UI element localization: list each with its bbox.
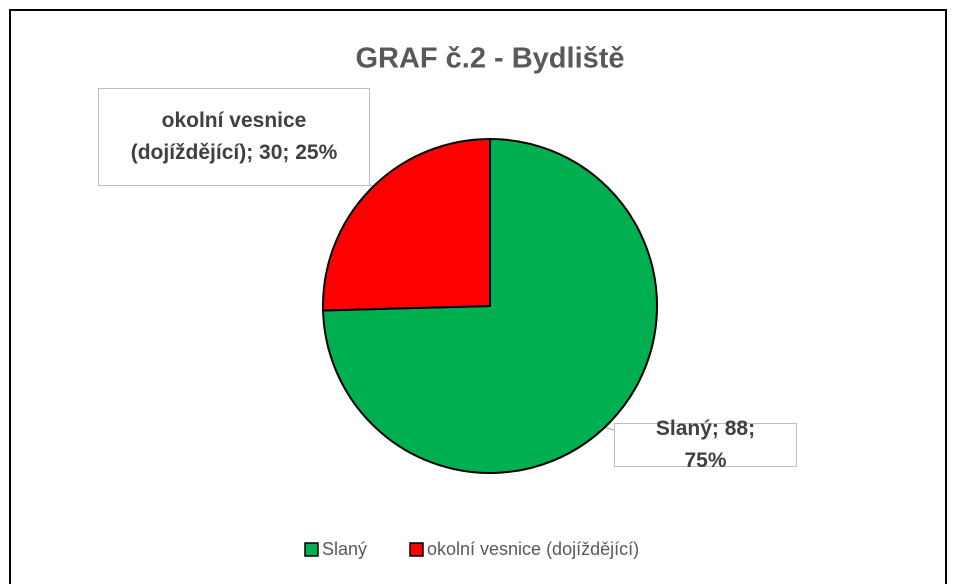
data-label: okolní vesnice (dojíždějící); 30; 25%: [98, 88, 370, 186]
pie-slice: [322, 137, 491, 312]
data-label: Slaný; 88; 75%: [614, 417, 797, 472]
legend-label: okolní vesnice (dojíždějící): [427, 539, 639, 559]
pie-slice: [322, 137, 658, 474]
legend-swatch: [304, 542, 319, 557]
chart-title: GRAF č.2 - Bydliště: [355, 43, 624, 75]
legend-swatch: [409, 542, 424, 557]
legend-label: Slaný: [322, 539, 367, 559]
